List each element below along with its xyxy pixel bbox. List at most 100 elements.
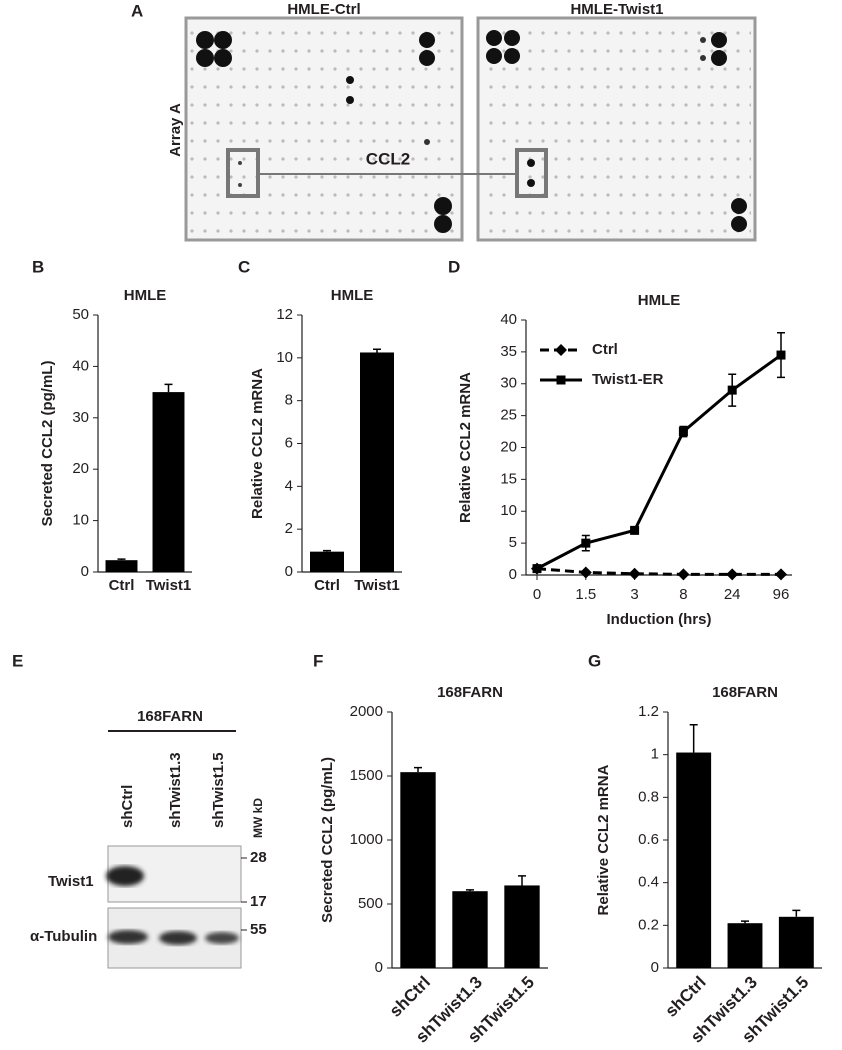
y-tick-label: 500	[358, 895, 383, 912]
y-tick-label: 5	[509, 534, 517, 551]
marker	[628, 567, 641, 580]
bar	[400, 772, 436, 968]
bar	[778, 916, 814, 968]
y-tick-label: 1000	[350, 831, 383, 848]
legend-label: Twist1-ER	[592, 371, 664, 388]
chart-title: HMLE	[124, 287, 167, 304]
chart-title: HMLE	[638, 292, 681, 309]
y-axis-label: Secreted CCL2 (pg/mL)	[319, 757, 336, 923]
marker	[532, 564, 542, 574]
x-tick-label: 1.5	[575, 586, 596, 603]
chart-title: 168FARN	[437, 684, 503, 701]
blot-row-label: α-Tubulin	[30, 928, 97, 945]
y-axis-label: Relative CCL2 mRNA	[457, 372, 474, 523]
highlight-label: CCL2	[366, 149, 410, 168]
y-tick-label: 1	[651, 746, 659, 763]
marker	[581, 538, 591, 548]
x-tick-label: Ctrl	[314, 577, 340, 594]
panel-label: A	[131, 1, 143, 20]
mw-marker: 28	[250, 849, 267, 866]
array-image	[184, 16, 464, 242]
lane-label: shTwist1.3	[167, 752, 184, 828]
marker	[630, 525, 640, 535]
x-tick-label: shCtrl	[661, 973, 709, 1021]
y-tick-label: 30	[72, 409, 89, 426]
error-bar	[323, 549, 331, 552]
marker	[776, 350, 786, 360]
x-tick-label: Twist1	[354, 577, 400, 594]
y-tick-label: 0	[509, 566, 517, 583]
bar	[504, 885, 540, 968]
chart-title: HMLE	[331, 287, 374, 304]
series-line	[536, 353, 782, 570]
y-tick-label: 15	[500, 470, 517, 487]
y-axis-label: Secreted CCL2 (pg/mL)	[39, 361, 56, 527]
y-tick-label: 2	[285, 520, 293, 537]
legend-label: Ctrl	[592, 341, 618, 358]
y-tick-label: 10	[500, 502, 517, 519]
bar	[360, 352, 394, 572]
y-tick-label: 0.4	[638, 874, 659, 891]
x-tick-label: Twist1	[146, 577, 192, 594]
x-tick-label: 0	[533, 586, 541, 603]
chart-title: 168FARN	[712, 684, 778, 701]
error-bar	[466, 889, 474, 892]
panel-label: G	[588, 651, 601, 670]
error-bar	[414, 766, 422, 773]
mw-label: MW kD	[251, 798, 265, 838]
panel-label: D	[448, 257, 460, 276]
bar	[152, 392, 185, 572]
y-tick-label: 1.2	[638, 703, 659, 720]
y-tick-label: 10	[276, 349, 293, 366]
y-tick-label: 30	[500, 375, 517, 392]
y-tick-label: 40	[500, 311, 517, 328]
y-tick-label: 25	[500, 407, 517, 424]
y-tick-label: 0.8	[638, 788, 659, 805]
error-bar	[373, 348, 381, 353]
y-tick-label: 20	[72, 460, 89, 477]
array-title: HMLE-Twist1	[570, 1, 663, 18]
marker	[727, 385, 737, 395]
array-title: HMLE-Ctrl	[287, 1, 360, 18]
series-line	[536, 567, 781, 576]
error-bar	[117, 558, 126, 561]
marker	[775, 568, 787, 581]
bar	[676, 752, 712, 968]
y-tick-label: 50	[72, 306, 89, 323]
y-tick-label: 2000	[350, 703, 383, 720]
y-tick-label: 8	[285, 392, 293, 409]
bar	[105, 560, 138, 572]
marker	[677, 568, 690, 581]
mw-marker: 55	[250, 921, 267, 938]
y-tick-label: 0.6	[638, 831, 659, 848]
y-tick-label: 0.2	[638, 916, 659, 933]
panel-label: F	[313, 651, 323, 670]
error-bar	[518, 875, 526, 886]
blot	[106, 845, 242, 969]
y-tick-label: 20	[500, 438, 517, 455]
y-axis-label: Relative CCL2 mRNA	[249, 368, 266, 519]
y-tick-label: 12	[276, 306, 293, 323]
array-row-label: Array A	[167, 103, 184, 157]
marker	[556, 375, 566, 385]
x-tick-label: 24	[724, 586, 741, 603]
array-image	[476, 16, 757, 242]
marker	[726, 568, 739, 581]
panel-label: E	[12, 651, 23, 670]
x-tick-label: 96	[773, 586, 790, 603]
marker	[555, 344, 567, 356]
y-tick-label: 35	[500, 343, 517, 360]
y-tick-label: 4	[285, 477, 293, 494]
y-tick-label: 6	[285, 434, 293, 451]
y-tick-label: 0	[285, 563, 293, 580]
y-tick-label: 0	[651, 959, 659, 976]
error-bar	[164, 383, 173, 393]
y-tick-label: 0	[81, 563, 89, 580]
error-bar	[741, 920, 749, 924]
y-axis-label: Relative CCL2 mRNA	[595, 764, 612, 915]
y-tick-label: 1500	[350, 767, 383, 784]
lane-label: shTwist1.5	[210, 752, 227, 828]
x-tick-label: 3	[630, 586, 638, 603]
marker	[579, 566, 592, 579]
